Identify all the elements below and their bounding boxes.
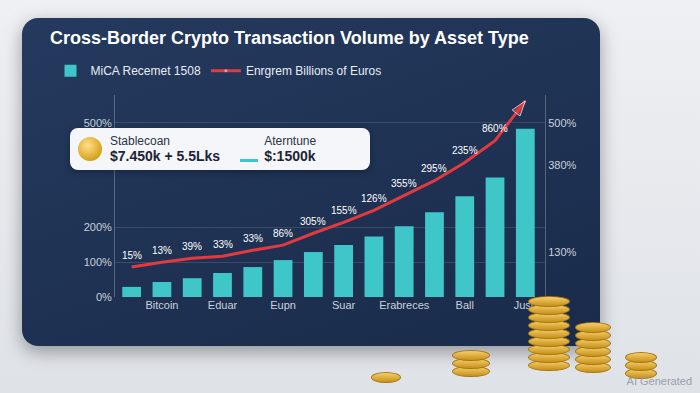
svg-text:Suar: Suar (332, 299, 356, 311)
svg-text:100%: 100% (84, 256, 112, 268)
svg-text:33%: 33% (243, 233, 263, 244)
svg-text:39%: 39% (182, 241, 202, 252)
svg-text:15%: 15% (122, 250, 142, 261)
svg-text:Eduar: Eduar (208, 299, 238, 311)
svg-text:500%: 500% (548, 117, 576, 129)
svg-text:355%: 355% (391, 178, 417, 189)
svg-text:Ball: Ball (456, 299, 474, 311)
svg-text:305%: 305% (300, 216, 326, 227)
svg-text:860%: 860% (482, 123, 508, 134)
svg-text:Erabreces: Erabreces (379, 299, 430, 311)
svg-text:235%: 235% (452, 145, 478, 156)
svg-text:500%: 500% (84, 117, 112, 129)
svg-text:33%: 33% (213, 239, 233, 250)
svg-text:295%: 295% (421, 163, 447, 174)
svg-text:126%: 126% (361, 193, 387, 204)
svg-text:0%: 0% (96, 291, 112, 303)
svg-text:155%: 155% (331, 205, 357, 216)
html-text:Aterntune: Aterntune (264, 134, 317, 148)
html-text:$7.450k + 5.5Lks: $7.450k + 5.5Lks (110, 148, 221, 164)
svg-text:130%: 130% (548, 246, 576, 258)
html-text:Stablecoan: Stablecoan (110, 134, 170, 148)
svg-text:Cross-Border Crypto Transactio: Cross-Border Crypto Transaction Volume b… (50, 28, 529, 48)
svg-text:Jush: Jush (513, 299, 537, 311)
svg-text:13%: 13% (152, 245, 172, 256)
svg-text:Bitcoin: Bitcoin (145, 299, 178, 311)
svg-text:Enrgrem Billions of Euros: Enrgrem Billions of Euros (246, 64, 381, 78)
svg-text:200%: 200% (84, 221, 112, 233)
svg-text:Eupn: Eupn (270, 299, 296, 311)
html-text:$:1500k: $:1500k (264, 148, 316, 164)
svg-text:86%: 86% (273, 228, 293, 239)
svg-text:380%: 380% (548, 159, 576, 171)
svg-text:MiCA Recemet 1508: MiCA Recemet 1508 (91, 64, 201, 78)
html-text:AI Generated: AI Generated (626, 375, 692, 387)
